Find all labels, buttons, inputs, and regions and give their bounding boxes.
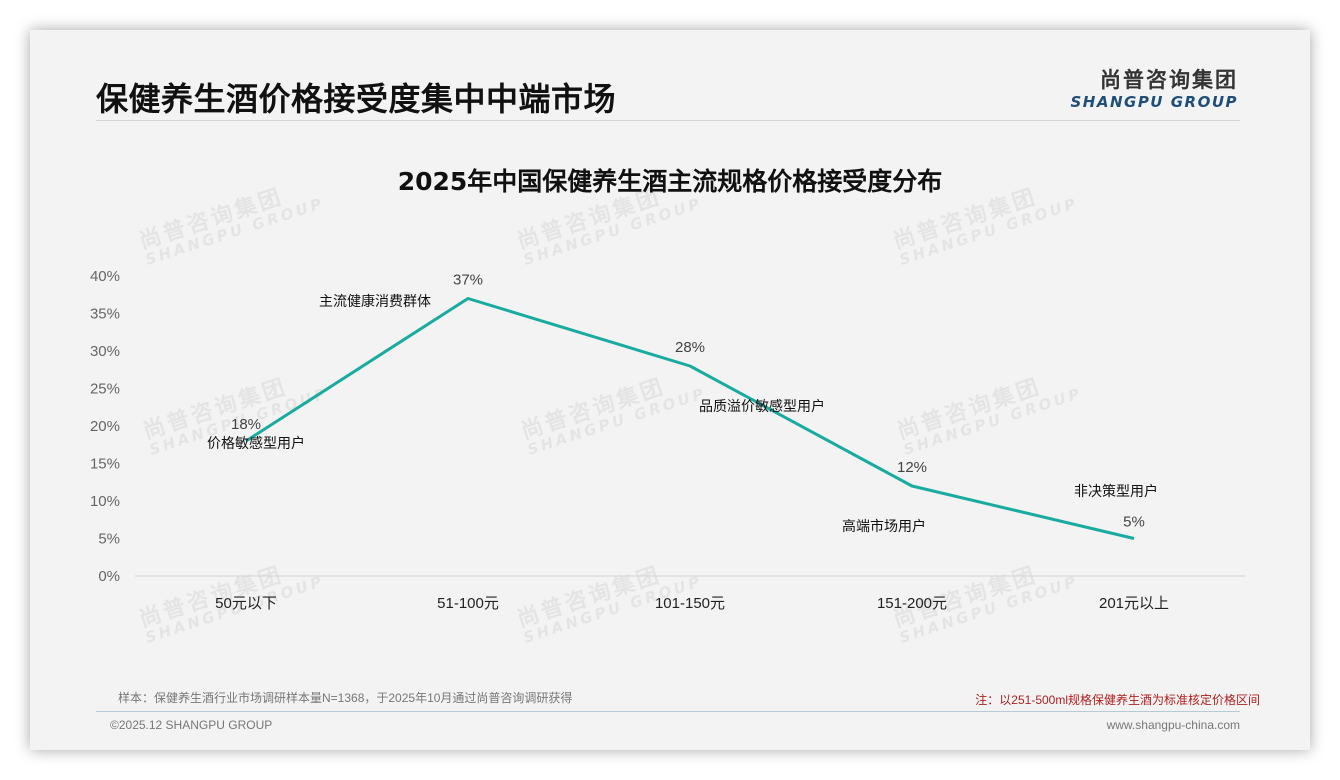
segment-annotation: 主流健康消费群体 [319,293,431,310]
y-tick-label: 10% [90,493,120,510]
y-tick-label: 20% [90,418,120,435]
x-tick-label: 101-150元 [655,595,725,612]
company-logo: 尚普咨询集团 SHANGPU GROUP [1070,64,1238,111]
copyright: ©2025.12 SHANGPU GROUP [110,718,273,732]
y-tick-label: 0% [98,568,120,585]
title-divider [96,120,1240,121]
sample-note: 样本：保健养生酒行业市场调研样本量N=1368，于2025年10月通过尚普咨询调… [118,691,573,705]
x-tick-label: 51-100元 [437,595,499,612]
data-label: 12% [897,459,927,476]
logo-cn: 尚普咨询集团 [1100,68,1238,92]
data-label: 37% [453,272,483,289]
y-tick-label: 5% [98,531,120,548]
segment-annotation: 高端市场用户 [842,518,926,535]
y-tick-label: 35% [90,306,120,323]
y-tick-label: 25% [90,381,120,398]
x-tick-label: 151-200元 [877,595,947,612]
spec-note: 注：以251-500ml规格保健养生酒为标准核定价格区间 [975,693,1260,707]
x-tick-label: 50元以下 [215,595,277,612]
page-title: 保健养生酒价格接受度集中中端市场 [96,80,617,118]
y-tick-label: 30% [90,343,120,360]
slide: 保健养生酒价格接受度集中中端市场 尚普咨询集团 SHANGPU GROUP 尚普… [30,30,1310,750]
line-chart: 0% 5% 10% 15% 20% 25% 30% 35% 40% 50元以下 51-100元 101… [90,268,1245,612]
footer-divider [96,711,1240,712]
logo-en: SHANGPU GROUP [1070,93,1238,111]
data-label: 5% [1123,514,1145,531]
y-tick-label: 15% [90,456,120,473]
data-label: 18% [231,416,261,433]
data-label: 28% [675,339,705,356]
segment-annotation: 品质溢价敏感型用户 [699,398,825,415]
segment-annotation: 价格敏感型用户 [207,435,305,452]
website: www.shangpu-china.com [1106,718,1240,732]
segment-annotation: 非决策型用户 [1074,483,1158,500]
y-tick-label: 40% [90,268,120,285]
chart-title: 2025年中国保健养生酒主流规格价格接受度分布 [397,167,943,196]
x-tick-label: 201元以上 [1099,595,1169,612]
data-line [245,297,1135,540]
